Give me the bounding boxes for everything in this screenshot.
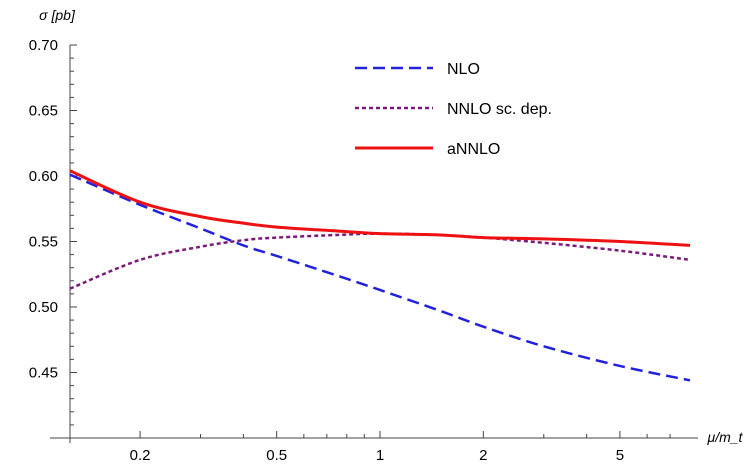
y-tick-label: 0.50 [29, 299, 58, 316]
y-tick-label: 0.60 [29, 168, 58, 185]
x-tick-label: 2 [479, 447, 487, 464]
legend-label-nnlo-sc-dep: NNLO sc. dep. [447, 101, 552, 118]
series-line-nlo [69, 173, 691, 382]
y-ticks: 0.45 0.50 0.55 0.60 0.65 0.70 [29, 37, 77, 426]
x-tick-label: 5 [616, 447, 624, 464]
series-line-nnlo-sc-dep [69, 232, 691, 290]
y-tick-label: 0.65 [29, 103, 58, 120]
series-line-annlo [69, 169, 691, 247]
legend-label-nlo: NLO [447, 61, 480, 78]
y-tick-label: 0.70 [29, 37, 58, 54]
x-ticks: 0.2 0.5 1 2 5 [130, 431, 671, 464]
x-axis-label: μ/m_t [707, 429, 744, 445]
axis-labels: σ [pb] μ/m_t [39, 7, 743, 445]
x-tick-label: 0.5 [266, 447, 287, 464]
legend: NLO NNLO sc. dep. aNNLO [355, 61, 552, 158]
x-tick-label: 0.2 [130, 447, 151, 464]
plot-area: 0.2 0.5 1 2 5 0.45 0.50 0.55 0.60 0.65 0.70 [29, 37, 698, 464]
y-tick-label: 0.55 [29, 234, 58, 251]
y-axis-label: σ [pb] [39, 7, 76, 23]
legend-label-annlo: aNNLO [447, 141, 500, 158]
x-tick-label: 1 [376, 447, 384, 464]
series-group [69, 169, 691, 382]
y-tick-label: 0.45 [29, 365, 58, 382]
